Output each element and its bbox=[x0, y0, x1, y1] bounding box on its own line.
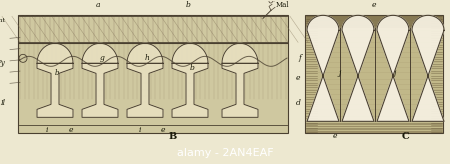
Polygon shape bbox=[342, 15, 374, 121]
Text: i: i bbox=[139, 126, 141, 134]
Text: e: e bbox=[69, 126, 73, 134]
Bar bbox=[305, 15, 443, 133]
Polygon shape bbox=[222, 43, 258, 117]
Text: f: f bbox=[298, 54, 302, 62]
Text: e: e bbox=[161, 126, 165, 134]
Text: g: g bbox=[99, 54, 104, 62]
Text: j: j bbox=[339, 69, 341, 77]
Polygon shape bbox=[307, 15, 339, 121]
Polygon shape bbox=[412, 15, 444, 121]
Text: d: d bbox=[296, 99, 301, 107]
Polygon shape bbox=[82, 43, 118, 117]
Text: alamy - 2AN4EAF: alamy - 2AN4EAF bbox=[177, 148, 273, 158]
Text: B: B bbox=[169, 132, 177, 141]
Polygon shape bbox=[172, 43, 208, 117]
Text: Il: Il bbox=[0, 99, 5, 107]
Polygon shape bbox=[37, 43, 73, 117]
Text: Py: Py bbox=[0, 59, 5, 67]
Bar bbox=[18, 15, 288, 133]
Text: Vent: Vent bbox=[0, 18, 5, 23]
Text: j: j bbox=[394, 69, 396, 77]
Text: e: e bbox=[296, 74, 300, 82]
Text: C: C bbox=[401, 132, 409, 141]
Text: e: e bbox=[333, 132, 337, 140]
Text: Mal: Mal bbox=[276, 1, 289, 9]
Text: e: e bbox=[372, 1, 376, 9]
Text: a: a bbox=[96, 1, 100, 9]
Polygon shape bbox=[377, 15, 409, 121]
Text: b: b bbox=[185, 1, 190, 9]
Text: b: b bbox=[189, 64, 194, 72]
Polygon shape bbox=[127, 43, 163, 117]
Text: i: i bbox=[46, 126, 48, 134]
Text: h: h bbox=[144, 54, 149, 62]
Text: b: b bbox=[55, 69, 59, 77]
